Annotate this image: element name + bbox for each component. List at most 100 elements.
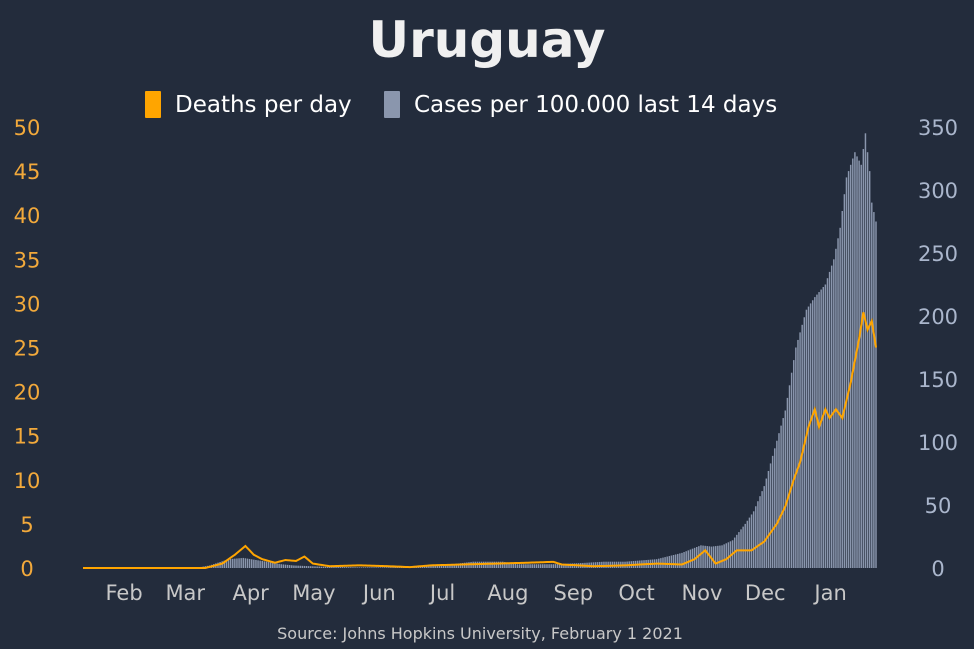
cases-bar bbox=[366, 567, 369, 568]
cases-bar bbox=[782, 418, 784, 568]
left-tick-label: 15 bbox=[14, 425, 41, 449]
cases-bar bbox=[388, 567, 390, 568]
cases-bar bbox=[364, 567, 367, 568]
right-tick-label: 200 bbox=[918, 305, 958, 329]
cases-bar bbox=[267, 562, 270, 568]
cases-bar bbox=[691, 548, 694, 568]
cases-bar bbox=[369, 567, 371, 568]
right-tick-label: 350 bbox=[918, 116, 958, 140]
cases-bar bbox=[229, 559, 232, 568]
cases-bar bbox=[326, 566, 329, 568]
cases-bar bbox=[548, 564, 550, 568]
cases-bar bbox=[700, 545, 702, 568]
cases-bar bbox=[451, 564, 453, 568]
cases-bar bbox=[662, 557, 664, 568]
cases-bar bbox=[563, 563, 565, 568]
cases-bar bbox=[282, 564, 285, 568]
cases-bar bbox=[392, 567, 394, 568]
cases-bar bbox=[748, 517, 751, 568]
cases-bar bbox=[801, 324, 803, 568]
cases-bar bbox=[434, 565, 436, 568]
cases-bar bbox=[356, 567, 358, 568]
cases-bar bbox=[809, 303, 812, 568]
x-axis: Feb Mar Apr May Jun Jul Aug Sep Oct Nov Dec Jan bbox=[105, 581, 846, 605]
cases-bar bbox=[227, 559, 230, 568]
cases-bar bbox=[377, 567, 379, 568]
cases-bar bbox=[238, 558, 240, 568]
cases-bar bbox=[438, 565, 441, 568]
cases-bar bbox=[875, 221, 877, 568]
cases-bar bbox=[320, 566, 323, 568]
x-tick-label: Oct bbox=[618, 581, 654, 605]
cases-bar bbox=[396, 567, 398, 568]
cases-bar bbox=[436, 565, 439, 568]
source-note: Source: Johns Hopkins University, Februa… bbox=[277, 624, 683, 643]
cases-bar bbox=[259, 560, 261, 568]
cases-bar bbox=[714, 546, 717, 568]
left-tick-label: 35 bbox=[14, 248, 41, 272]
left-tick-label: 10 bbox=[14, 469, 41, 493]
cases-bar bbox=[759, 496, 761, 568]
cases-bar bbox=[674, 554, 677, 568]
cases-bar bbox=[811, 300, 814, 568]
right-tick-label: 0 bbox=[931, 557, 944, 581]
cases-bar bbox=[442, 564, 445, 568]
cases-bar bbox=[232, 558, 234, 568]
cases-bar bbox=[689, 549, 692, 568]
cases-bar bbox=[561, 563, 563, 568]
cases-bar bbox=[818, 292, 820, 568]
cases-bar bbox=[683, 552, 685, 568]
cases-bar bbox=[788, 385, 791, 568]
cases-bar bbox=[499, 561, 502, 568]
cases-bar bbox=[723, 544, 725, 568]
cases-bar bbox=[687, 550, 690, 568]
cases-bar bbox=[390, 567, 392, 568]
cases-bar bbox=[318, 566, 320, 568]
cases-bar bbox=[297, 565, 299, 568]
cases-bar bbox=[556, 564, 559, 568]
cases-bar bbox=[510, 563, 512, 568]
cases-bar bbox=[293, 565, 295, 568]
cases-bar bbox=[493, 561, 495, 568]
cases-bar bbox=[765, 478, 768, 568]
cases-bar bbox=[706, 546, 709, 568]
cases-bar bbox=[491, 561, 493, 568]
cases-bar bbox=[225, 559, 228, 568]
cases-bar bbox=[426, 566, 428, 568]
cases-bar bbox=[712, 546, 715, 568]
cases-bar bbox=[518, 564, 521, 568]
left-tick-label: 50 bbox=[14, 116, 41, 140]
cases-bar bbox=[257, 560, 259, 568]
cases-bar bbox=[784, 410, 787, 568]
cases-bar bbox=[828, 271, 831, 568]
cases-bar bbox=[843, 194, 846, 568]
cases-bar bbox=[799, 332, 801, 568]
cases-bar bbox=[594, 562, 597, 568]
cases-bar bbox=[445, 564, 447, 568]
cases-bar bbox=[449, 564, 451, 568]
x-tick-label: Dec bbox=[745, 581, 786, 605]
cases-bar bbox=[371, 567, 373, 568]
cases-bar bbox=[312, 566, 314, 568]
cases-bar bbox=[719, 545, 721, 568]
cases-bar bbox=[871, 202, 873, 568]
cases-bar bbox=[265, 561, 268, 568]
left-y-axis: 0 5 10 15 20 25 30 35 40 45 50 bbox=[14, 116, 41, 581]
cases-bar bbox=[523, 564, 525, 568]
cases-bar bbox=[350, 567, 352, 568]
cases-bar bbox=[341, 567, 344, 568]
cases-bar bbox=[550, 564, 552, 568]
cases-bar bbox=[858, 160, 860, 568]
cases-bar bbox=[592, 562, 595, 568]
cases-bar bbox=[539, 564, 542, 568]
cases-bar bbox=[824, 284, 827, 568]
cases-bar bbox=[776, 440, 778, 568]
cases-bar bbox=[310, 566, 312, 568]
cases-bars bbox=[196, 133, 877, 569]
cases-bar bbox=[440, 565, 443, 568]
cases-bar bbox=[740, 529, 742, 568]
x-tick-label: May bbox=[292, 581, 335, 605]
cases-bar bbox=[862, 149, 865, 569]
cases-bar bbox=[814, 297, 816, 568]
cases-bar bbox=[520, 564, 523, 568]
